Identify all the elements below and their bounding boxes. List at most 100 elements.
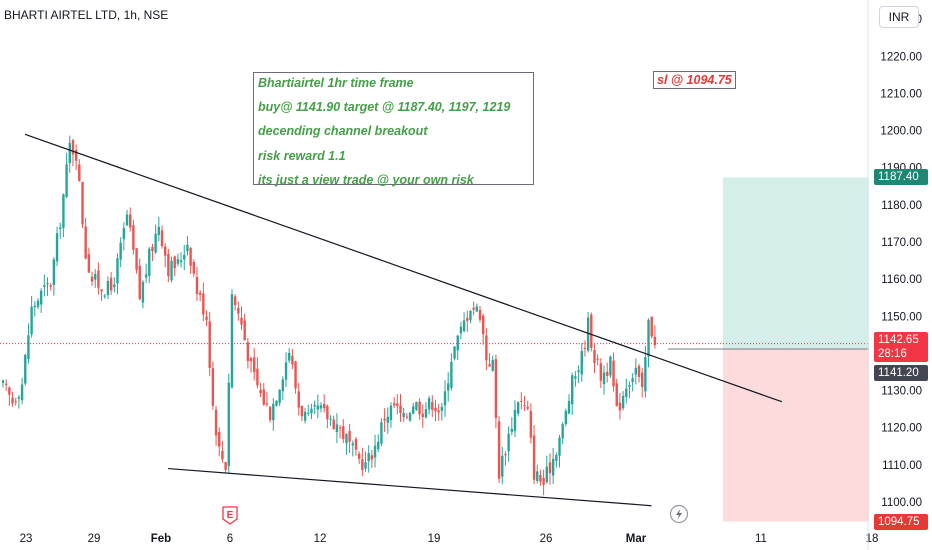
stop-loss-label[interactable]: sl @ 1094.75 [653,71,736,89]
candle-body [539,474,542,482]
candle-body [135,248,138,270]
candle-body [335,424,339,433]
candle-body [412,406,415,414]
candle-body [443,391,447,406]
candle-body [424,409,428,418]
candle-body [167,253,170,277]
candle-body [33,305,36,308]
candle-body [198,292,202,295]
lightning-icon[interactable] [669,504,689,524]
candle-body [170,260,173,281]
x-axis[interactable]: 23 29 Feb 6 12 19 26 Mar 11 18 [20,533,879,545]
candle-body [262,389,265,405]
candle-body [590,314,593,348]
candle-body [548,462,552,474]
candle-body [564,410,568,425]
candle-body [634,367,638,375]
y-axis[interactable]: 1100.001110.001120.001130.001140.001150.… [880,14,922,509]
x-tick-label: Feb [151,533,171,545]
candle-body [342,426,345,440]
profit-zone [723,177,869,349]
candle-body [303,411,307,421]
candle-body [586,317,590,351]
candle-body [485,335,488,361]
candle-body [583,347,587,349]
candle-body [297,391,300,408]
y-tick-label: 1220.00 [880,51,922,63]
candle-body [567,400,571,414]
x-tick-label: Mar [626,533,647,545]
candle-body [361,459,364,471]
candle-body [478,309,482,320]
candle-body [233,296,237,306]
stop-price-tag: 1094.75 [874,513,928,530]
candle-body [399,405,402,414]
y-tick-label: 1170.00 [881,237,922,249]
candle-body [87,254,91,273]
candle-body [402,412,405,418]
candle-body [116,258,119,284]
y-tick-label: 1180.00 [881,200,922,212]
candle-body [354,439,358,450]
candles-layer [1,135,657,496]
earnings-marker[interactable]: E [222,506,238,525]
candle-body [345,433,348,444]
candle-body [523,405,526,407]
candle-body [78,164,81,182]
candle-body [437,410,440,413]
candle-body [415,401,418,410]
note-line-risk: risk reward 1.1 [258,148,346,163]
candle-body [427,398,431,410]
candle-body [74,150,78,161]
candle-body [84,226,87,259]
note-line-disclaimer: its just a view trade @ your own risk [258,172,474,187]
candle-body [475,306,479,312]
candle-body [529,411,533,438]
candle-body [593,349,596,364]
candle-body [4,383,8,386]
y-tick-label: 1110.00 [882,460,922,472]
candle-body [106,281,110,296]
x-tick-label: 19 [428,533,441,545]
candle-body [214,409,218,436]
candle-body [27,335,30,360]
candle-body [469,310,472,321]
candle-body [326,405,329,420]
candle-body [129,214,132,228]
candle-body [30,306,33,335]
candle-body [1,380,5,383]
candle-body [329,418,332,420]
candle-body [386,416,389,423]
upper-trendline [24,133,783,403]
candle-body [163,246,167,256]
candle-body [637,365,641,377]
candle-body [532,435,536,480]
candle-body [510,428,513,432]
currency-selector[interactable]: INR [879,6,919,28]
candle-body [338,427,342,429]
candle-body [265,403,269,405]
candle-body [227,382,230,466]
candle-body [640,372,644,387]
candle-body [596,358,599,360]
candle-body [205,316,208,320]
candle-body [46,283,49,285]
candle-body [224,462,227,470]
candle-body [138,265,141,300]
candle-body [14,401,17,403]
candle-body [144,274,148,278]
candle-body [625,388,628,398]
candle-body [97,270,100,288]
candle-body [49,285,52,287]
trade-note-box[interactable]: Bhartiairtel 1hr time frame buy@ 1141.90… [253,72,534,187]
y-tick-label: 1210.00 [880,88,922,100]
earnings-flag-label: E [227,510,234,521]
candle-body [281,379,285,392]
candle-body [39,290,43,305]
candle-body [90,276,94,282]
candle-body [491,359,494,371]
candle-body [348,431,351,442]
candle-body [288,352,291,361]
candle-body [192,261,195,274]
